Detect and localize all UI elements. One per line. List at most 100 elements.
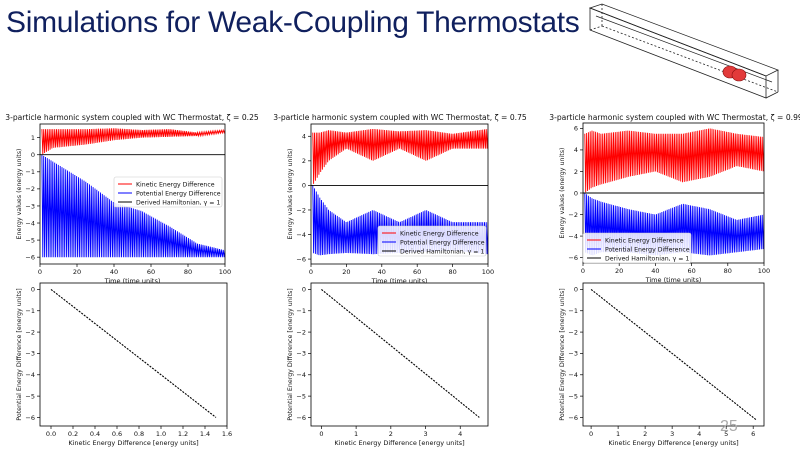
y-tick-label: −2 [296,206,306,214]
chart-2: 3-particle harmonic system coupled with … [273,113,527,285]
legend-label: Derived Hamiltonian, γ = 1 [400,248,484,255]
chart-title: 3-particle harmonic system coupled with … [549,113,800,122]
y-tick-label: −3 [568,350,578,358]
slide-title: Simulations for Weak-Coupling Thermostat… [6,6,580,39]
y-tick-label: 0 [302,182,306,190]
x-tick-label: 1 [616,430,620,438]
y-axis-label: Potential Energy Difference [energy unit… [16,288,23,420]
x-tick-label: 40 [651,267,659,275]
y-tick-label: 0 [31,151,35,159]
plot-area [50,288,217,418]
y-axis-label: Energy values (energy units) [287,149,294,240]
x-tick-label: 0.2 [68,430,78,438]
y-tick-label: −4 [568,232,578,240]
x-axis-label: Time (time units) [645,276,702,284]
x-tick-label: 60 [147,268,155,276]
x-tick-label: 60 [413,268,421,276]
legend-box [582,232,692,264]
y-tick-label: 6 [574,125,578,133]
legend-label: Kinetic Energy Difference [400,230,479,237]
y-tick-label: −1 [25,307,35,315]
series-line-1 [312,128,488,184]
plot-frame [39,123,226,265]
legend-label: Potential Energy Difference [136,190,221,197]
x-tick-label: 40 [110,268,118,276]
chart-title: 3-particle harmonic system coupled with … [5,113,259,122]
y-tick-label: −1 [25,168,35,176]
x-tick-label: 4 [458,430,462,438]
x-tick-label: 0.6 [112,430,122,438]
y-axis-label: Potential Energy Difference [energy unit… [559,288,566,420]
plot-area [321,288,480,418]
x-tick-label: 0.8 [134,430,144,438]
plot-frame [582,282,765,427]
x-tick-label: 20 [73,268,81,276]
y-tick-label: −1 [296,307,306,315]
chart-4: 0.0 0.2 0.4 0.6 0.8 1.0 1.2 1.4 1.6 0 −1 −2 −3 −4 −5 −6… [16,282,232,447]
y-axis-label: Energy values (energy units) [16,149,23,240]
x-tick-label: 0 [38,268,42,276]
x-axis-label: Kinetic Energy Difference [energy units] [334,439,464,447]
x-tick-label: 1.0 [156,430,166,438]
legend-label: Kinetic Energy Difference [136,181,215,188]
y-tick-label: −4 [25,371,35,379]
x-axis-label: Kinetic Energy Difference [energy units] [68,439,198,447]
y-tick-label: 4 [574,146,578,154]
chart-6: 0 1 2 3 4 5 6 0 −1 −2 −3 −4 −5 −6 Kinetic Energy Diffe… [559,282,765,447]
y-tick-label: −6 [568,414,578,422]
y-tick-label: −2 [568,211,578,219]
legend-label: Derived Hamiltonian, γ = 1 [605,255,689,262]
x-tick-label: 0 [309,268,313,276]
y-tick-label: −5 [25,236,35,244]
plot-area [590,288,757,421]
legend-label: Derived Hamiltonian, γ = 1 [136,199,220,206]
legend: Kinetic Energy Difference Potential Energ… [582,232,692,264]
x-tick-label: 1 [354,430,358,438]
x-tick-label: 2 [389,430,393,438]
y-tick-label: 1 [31,134,35,142]
y-tick-label: 0 [574,286,578,294]
x-tick-label: 100 [482,268,494,276]
x-tick-label: 60 [687,267,695,275]
chart-1: 3-particle harmonic system coupled with … [5,113,259,285]
y-axis-label: Energy values (energy units) [559,148,566,239]
x-tick-label: 80 [448,268,456,276]
chart-title: 3-particle harmonic system coupled with … [273,113,527,122]
plot-frame [39,282,228,427]
y-tick-label: 4 [302,133,306,141]
x-tick-label: 40 [378,268,386,276]
y-tick-label: −2 [296,328,306,336]
x-tick-label: 6 [751,430,755,438]
x-axis-label: Kinetic Energy Difference [energy units] [608,439,738,447]
chart-3: 3-particle harmonic system coupled with … [549,113,800,284]
y-tick-label: −6 [25,253,35,261]
legend: Kinetic Energy Difference Potential Energ… [113,176,223,208]
y-tick-label: −4 [296,371,306,379]
y-tick-label: −4 [296,231,306,239]
y-tick-label: −4 [25,219,35,227]
chart-5: 0 1 2 3 4 0 −1 −2 −3 −4 −5 −6 Kinetic Energy Differe… [287,282,489,447]
y-tick-label: −3 [296,350,306,358]
x-tick-label: 1.4 [200,430,210,438]
x-tick-label: 20 [342,268,350,276]
x-axis-label: Time (time units) [371,277,428,285]
x-tick-label: 3 [423,430,427,438]
y-tick-label: −6 [568,254,578,262]
x-tick-label: 3 [670,430,674,438]
scatter-trace [50,288,217,418]
y-tick-label: −5 [25,392,35,400]
scatter-trace [321,288,480,418]
x-tick-label: 0.4 [90,430,100,438]
x-tick-label: 0.0 [46,430,56,438]
y-tick-label: 2 [302,157,306,165]
y-tick-label: −2 [568,328,578,336]
x-tick-label: 0 [319,430,323,438]
y-tick-label: 0 [302,286,306,294]
y-tick-label: 0 [31,286,35,294]
x-tick-label: 100 [758,267,770,275]
plot-area [40,128,225,258]
x-tick-label: 100 [219,268,231,276]
series-line-1 [41,128,225,155]
legend-box [113,176,223,208]
